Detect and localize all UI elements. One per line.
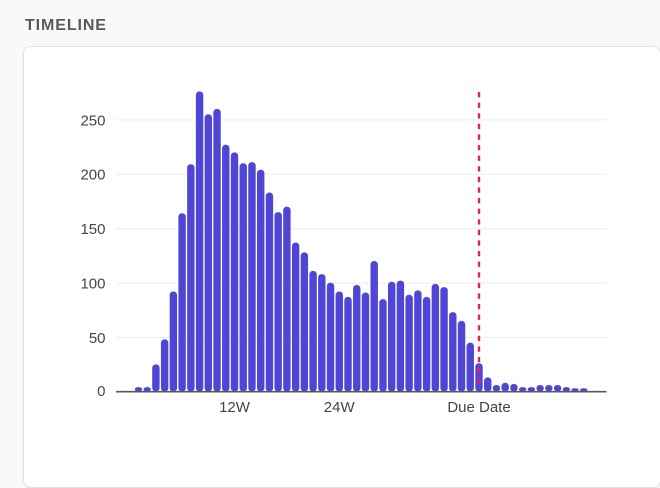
svg-text:250: 250 (80, 112, 105, 129)
svg-text:200: 200 (80, 167, 105, 184)
svg-text:12W: 12W (219, 399, 251, 416)
svg-text:0: 0 (97, 383, 105, 400)
svg-text:50: 50 (89, 330, 106, 347)
svg-text:150: 150 (80, 221, 105, 238)
svg-text:Due Date: Due Date (447, 399, 510, 416)
svg-text:100: 100 (80, 275, 105, 292)
svg-text:24W: 24W (324, 399, 356, 416)
